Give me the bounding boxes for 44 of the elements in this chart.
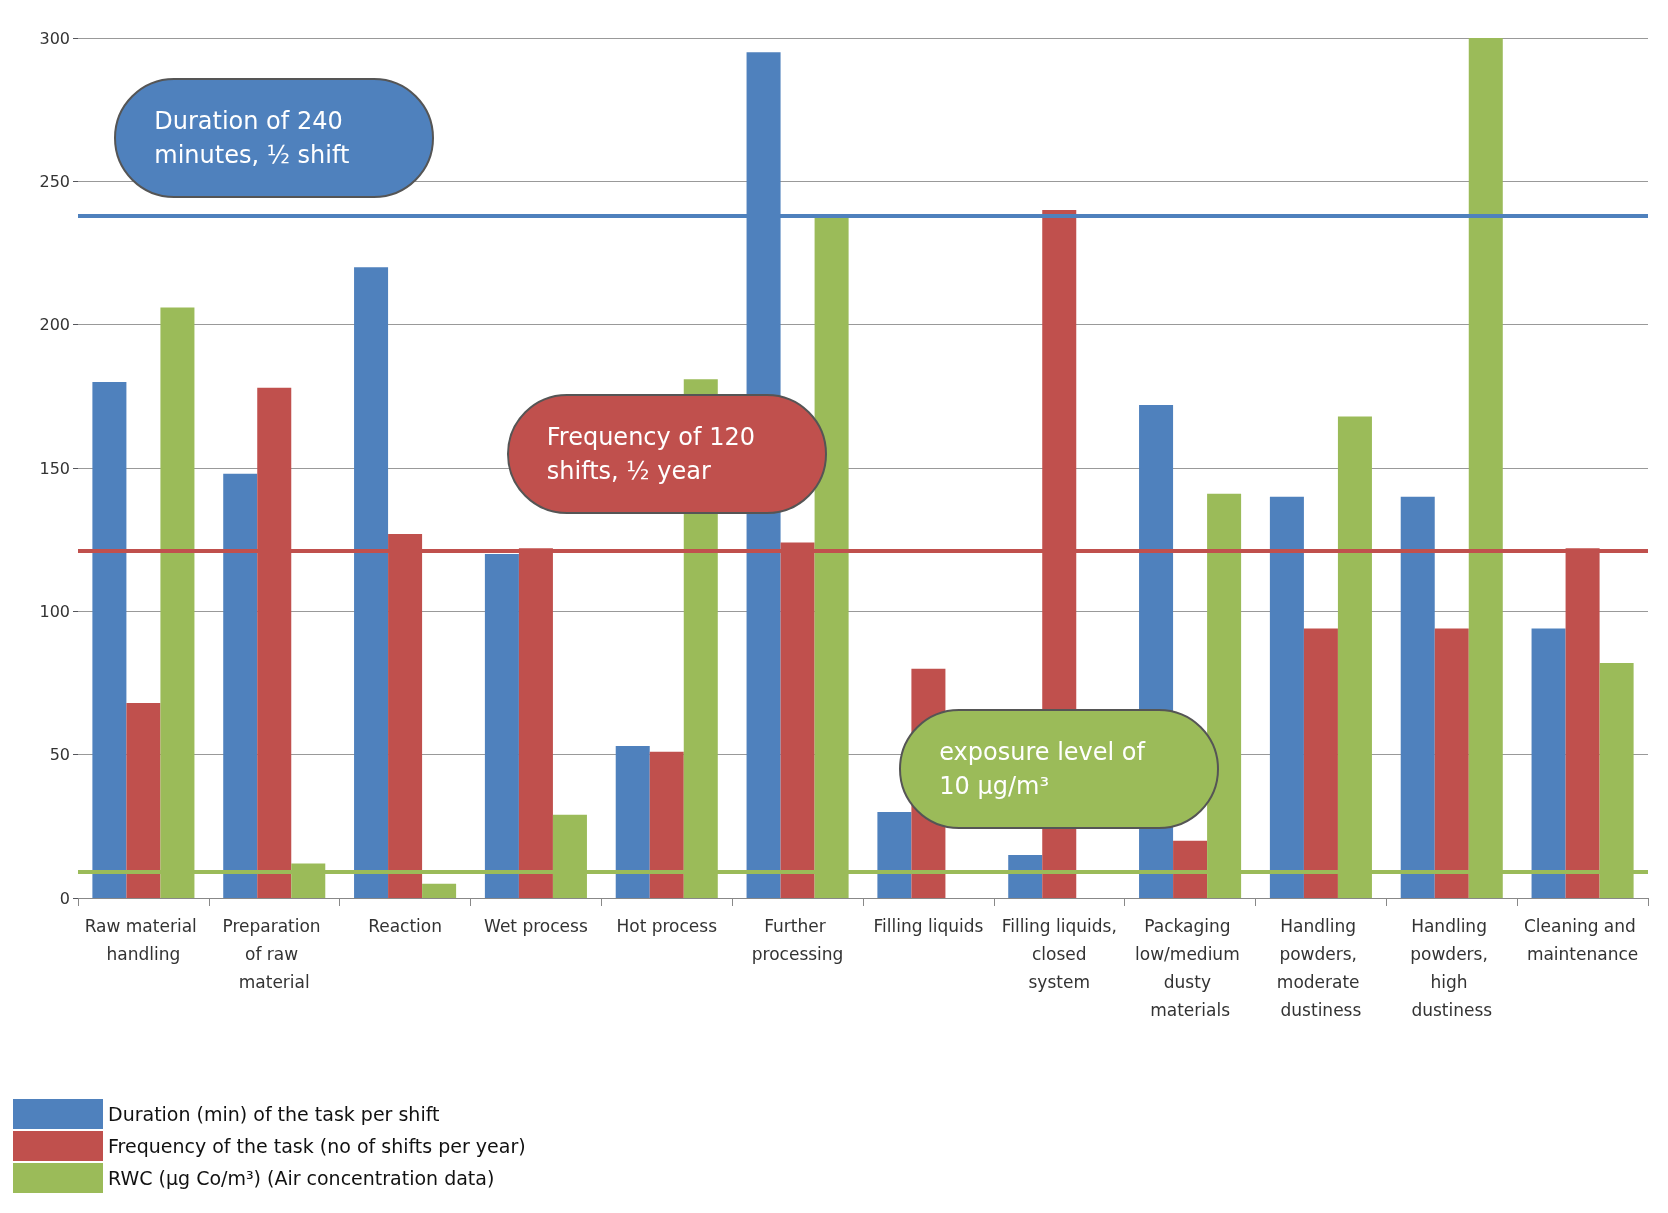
x-tick-label: Filling liquids, closed system xyxy=(1001,916,1117,992)
annotation: exposure level of 10 µg/m³ xyxy=(939,737,1147,802)
y-tick-label: 50 xyxy=(49,745,70,765)
x-tick-label: Wet process xyxy=(484,916,588,936)
bar xyxy=(877,812,912,898)
x-tick-label: Reaction xyxy=(368,916,443,936)
bar xyxy=(1303,628,1338,898)
cloud-callout: Frequency of 120 shifts, ½ year xyxy=(506,393,827,514)
bar xyxy=(649,751,684,898)
y-tick-label: 150 xyxy=(39,458,70,478)
bar xyxy=(1400,496,1435,898)
x-tick-label: Preparation of raw material xyxy=(222,916,327,992)
legend-label: Duration (min) of the task per shift xyxy=(108,1103,440,1125)
x-tick-label: Filling liquids xyxy=(873,916,984,936)
y-tick-label: 300 xyxy=(39,28,70,48)
x-tick-label: Further processing xyxy=(751,916,844,964)
cloud-callout: exposure level of 10 µg/m³ xyxy=(899,709,1220,829)
cloud-callout: Duration of 240 minutes, ½ shift xyxy=(114,78,435,199)
legend-label: RWC (µg Co/m³) (Air concentration data) xyxy=(108,1167,495,1189)
x-tick-label: Raw material handling xyxy=(84,916,203,964)
annotation: Frequency of 120 shifts, ½ year xyxy=(546,421,756,487)
x-tick-label: Handling powders, moderate dustiness xyxy=(1276,916,1365,1020)
y-tick-label: 200 xyxy=(39,315,70,335)
legend-label: Frequency of the task (no of shifts per year) xyxy=(108,1135,526,1157)
bar xyxy=(484,554,519,898)
x-tick-label: Cleaning and maintenance xyxy=(1523,916,1642,964)
bar xyxy=(1173,840,1208,898)
bar xyxy=(354,267,389,898)
x-tick-label: Packaging low/medium dusty materials xyxy=(1135,916,1246,1020)
bar xyxy=(223,473,258,898)
bar xyxy=(1269,496,1304,898)
bar xyxy=(1008,855,1043,898)
y-tick-label: 250 xyxy=(39,171,70,191)
x-tick-label: Handling powders, high dustiness xyxy=(1410,916,1494,1020)
bar xyxy=(422,883,457,898)
bar xyxy=(92,382,127,898)
annotation: Duration of 240 minutes, ½ shift xyxy=(154,106,351,172)
y-tick-label: 100 xyxy=(39,601,70,621)
bar xyxy=(1434,628,1469,898)
y-tick-label: 0 xyxy=(59,888,70,908)
x-tick-label: Hot process xyxy=(616,916,718,936)
bar xyxy=(126,703,161,898)
bar xyxy=(1531,628,1566,898)
bar xyxy=(615,746,650,898)
